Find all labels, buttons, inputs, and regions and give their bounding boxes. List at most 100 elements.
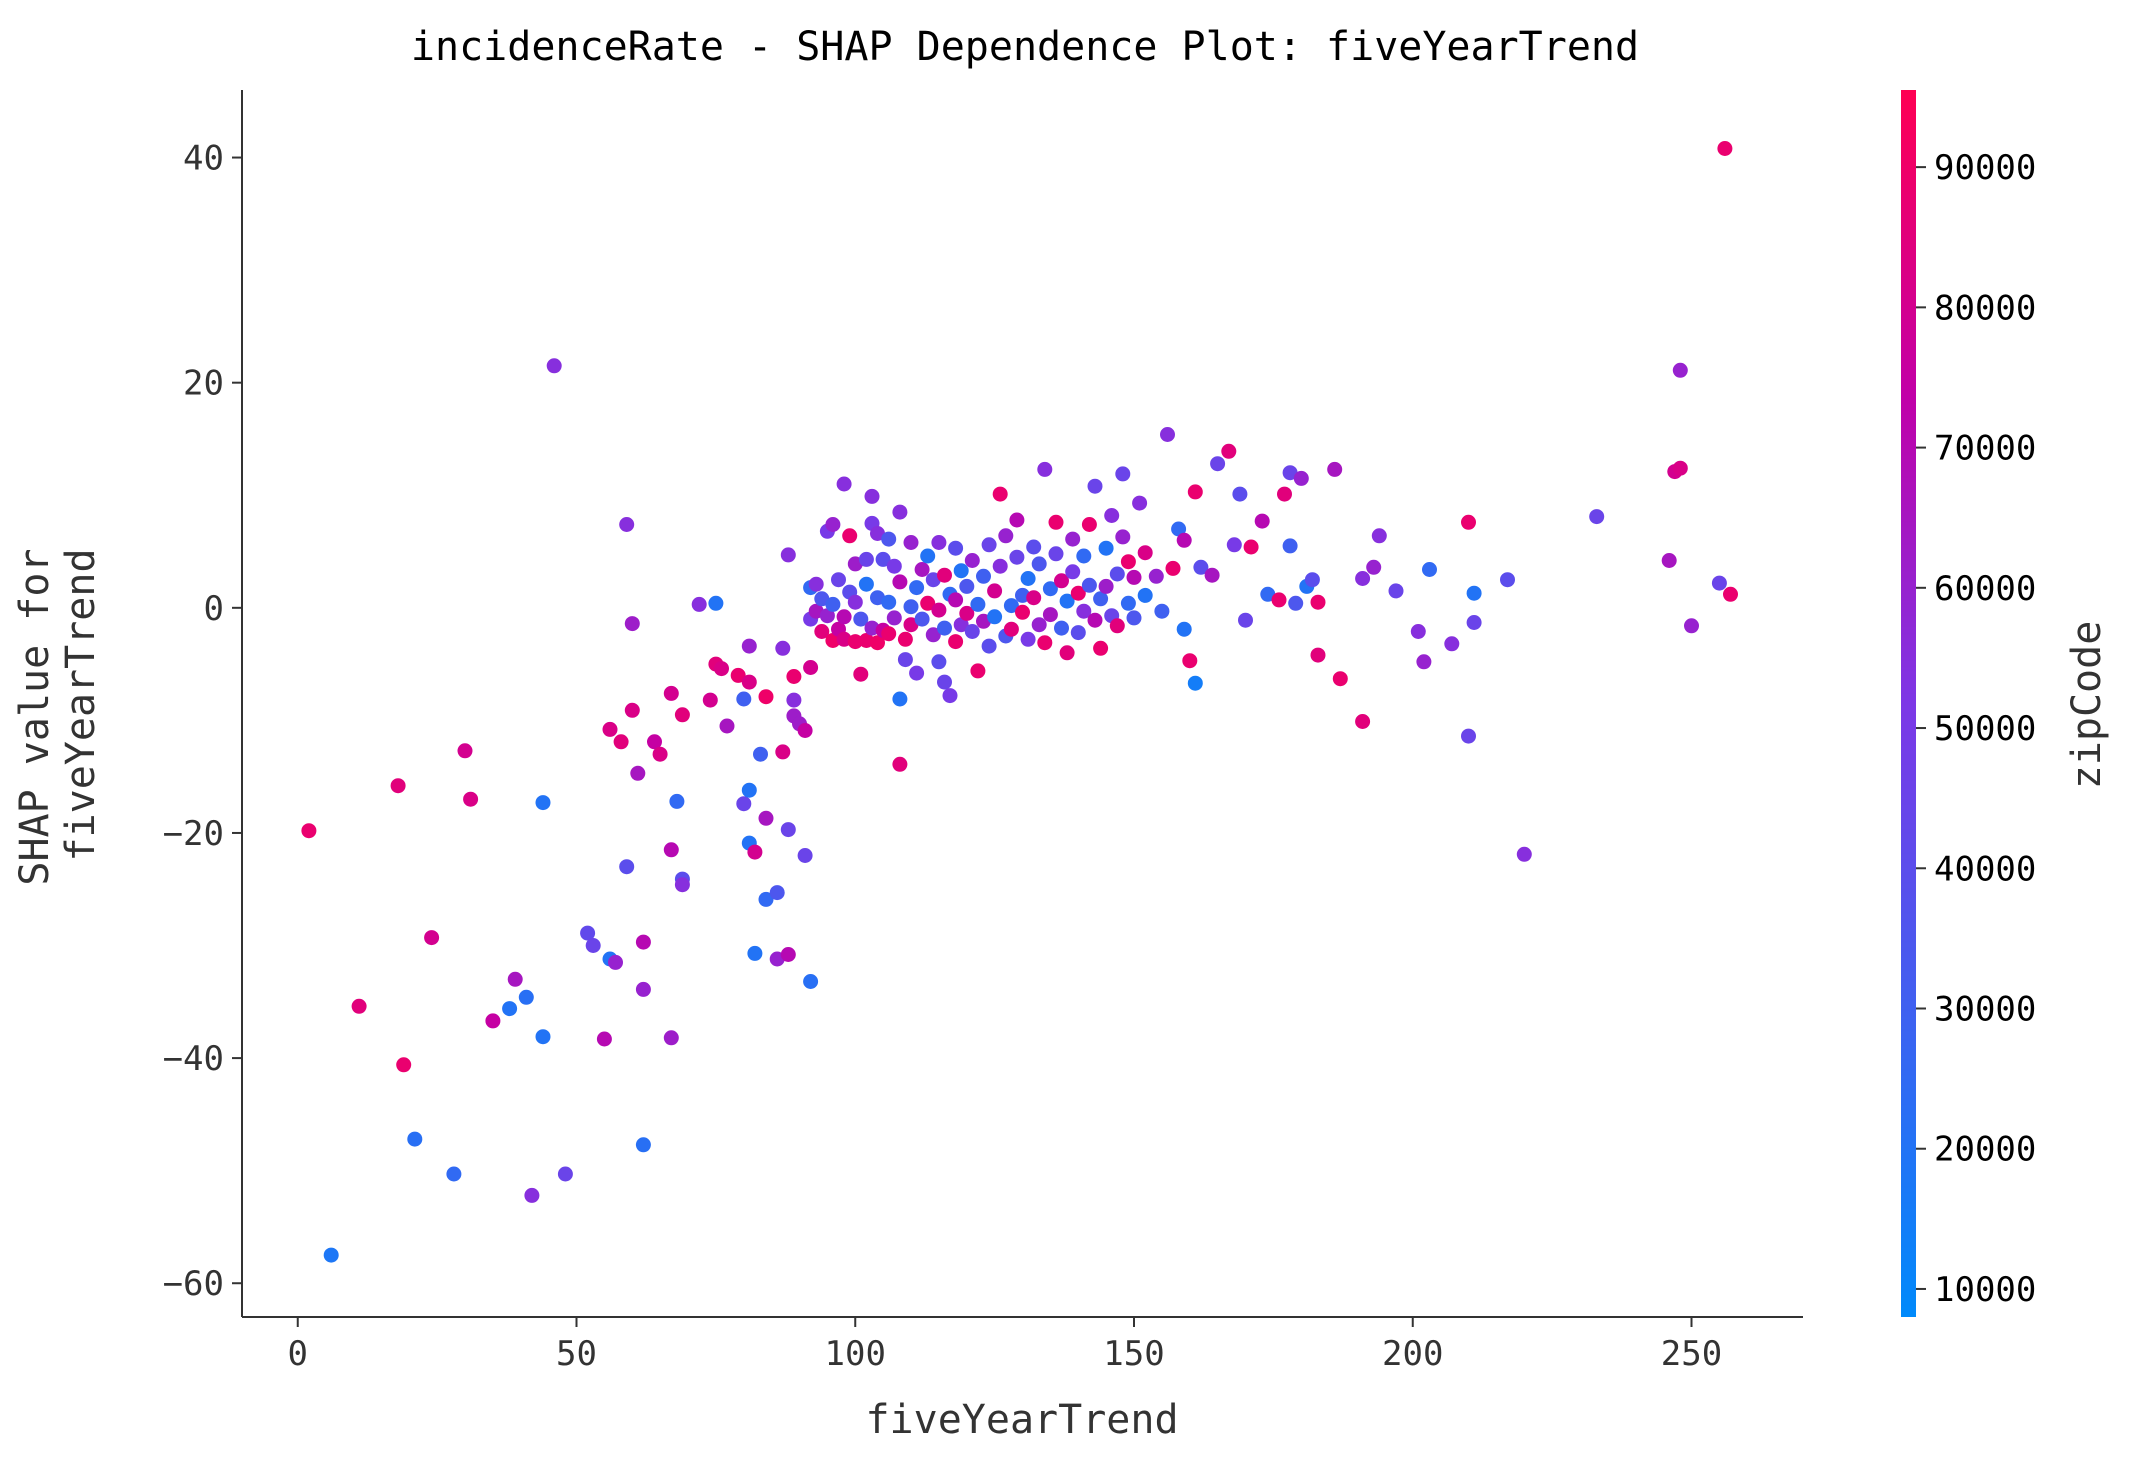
scatter-point bbox=[630, 765, 646, 781]
colorbar-tick-label: 20000 bbox=[1934, 1130, 2036, 1170]
scatter-point bbox=[1076, 603, 1092, 619]
scatter-point bbox=[424, 930, 440, 946]
scatter-point bbox=[758, 810, 774, 826]
scatter-point bbox=[842, 528, 858, 544]
scatter-point bbox=[1098, 540, 1114, 556]
scatter-point bbox=[897, 652, 913, 668]
scatter-point bbox=[1093, 640, 1109, 656]
scatter-point bbox=[953, 563, 969, 579]
scatter-point bbox=[1031, 556, 1047, 572]
scatter-point bbox=[719, 718, 735, 734]
scatter-point bbox=[1160, 427, 1175, 442]
scatter-point bbox=[1087, 478, 1103, 494]
scatter-point bbox=[1187, 675, 1203, 691]
scatter-point bbox=[1355, 714, 1371, 729]
scatter-point bbox=[301, 823, 317, 839]
scatter-point bbox=[1126, 610, 1142, 626]
scatter-point bbox=[1115, 466, 1131, 482]
y-axis-ticks: −60 −40 −20 0 20 40 bbox=[163, 139, 242, 1304]
scatter-point bbox=[1204, 567, 1220, 583]
scatter-point bbox=[1003, 598, 1019, 614]
scatter-point bbox=[1661, 553, 1677, 568]
y-tick-label: −20 bbox=[163, 814, 224, 854]
scatter-point bbox=[1288, 595, 1304, 611]
scatter-point bbox=[1293, 470, 1309, 486]
scatter-point bbox=[1226, 537, 1242, 553]
scatter-point bbox=[1165, 560, 1181, 576]
scatter-point bbox=[1277, 486, 1292, 502]
scatter-point bbox=[1054, 573, 1069, 589]
scatter-point bbox=[535, 795, 551, 811]
scatter-point bbox=[970, 596, 986, 612]
x-tick-label: 100 bbox=[825, 1334, 886, 1374]
scatter-point bbox=[1026, 590, 1042, 606]
scatter-point bbox=[1282, 538, 1298, 554]
scatter-point bbox=[1020, 631, 1036, 647]
scatter-point bbox=[1065, 564, 1081, 580]
colorbar-tick-label: 50000 bbox=[1934, 709, 2036, 749]
colorbar-label: zipCode bbox=[2064, 621, 2110, 790]
scatter-point bbox=[1304, 572, 1320, 588]
scatter-point bbox=[853, 611, 869, 627]
scatter-point bbox=[758, 689, 774, 705]
scatter-point bbox=[881, 531, 897, 547]
x-tick-label: 250 bbox=[1661, 1334, 1722, 1374]
scatter-point bbox=[803, 660, 819, 675]
scatter-point bbox=[1182, 653, 1198, 669]
scatter-point bbox=[1070, 585, 1086, 601]
scatter-point bbox=[1210, 456, 1226, 472]
scatter-point bbox=[808, 576, 824, 592]
scatter-point bbox=[1087, 612, 1103, 628]
scatter-point bbox=[1148, 568, 1164, 584]
scatter-point bbox=[870, 635, 885, 651]
colorbar bbox=[1901, 90, 1916, 1317]
scatter-point bbox=[613, 734, 629, 750]
y-tick-label: 40 bbox=[183, 139, 224, 179]
scatter-point bbox=[858, 576, 874, 592]
scatter-point bbox=[485, 1013, 501, 1029]
scatter-point bbox=[602, 721, 618, 737]
scatter-point bbox=[931, 654, 947, 670]
scatter-point bbox=[892, 504, 908, 520]
scatter-point bbox=[948, 540, 964, 556]
scatter-point bbox=[892, 574, 908, 590]
y-tick-label: −60 bbox=[163, 1264, 224, 1304]
scatter-point bbox=[702, 692, 718, 708]
scatter-point bbox=[457, 743, 473, 759]
scatter-point bbox=[1009, 512, 1025, 528]
scatter-point bbox=[937, 674, 952, 690]
scatter-point bbox=[797, 723, 813, 738]
y-axis-label: SHAP value for fiveYearTrend bbox=[12, 524, 104, 885]
scatter-point bbox=[1672, 460, 1688, 476]
scatter-point bbox=[797, 848, 813, 863]
scatter-point bbox=[775, 640, 791, 656]
scatter-point bbox=[803, 974, 819, 989]
scatter-point bbox=[909, 580, 925, 596]
scatter-point bbox=[1410, 624, 1426, 639]
scatter-point bbox=[1126, 569, 1142, 585]
scatter-point bbox=[691, 596, 707, 612]
scatter-point bbox=[825, 596, 841, 612]
scatter-point bbox=[1371, 528, 1387, 544]
colorbar-tick-label: 70000 bbox=[1934, 429, 2036, 469]
scatter-point bbox=[1589, 509, 1605, 525]
scatter-point bbox=[390, 778, 406, 794]
scatter-point bbox=[714, 661, 729, 677]
chart-title: incidenceRate - SHAP Dependence Plot: fi… bbox=[411, 24, 1639, 70]
scatter-point bbox=[987, 583, 1003, 599]
x-tick-label: 50 bbox=[556, 1334, 597, 1374]
x-tick-label: 0 bbox=[288, 1334, 308, 1374]
x-tick-label: 150 bbox=[1103, 1334, 1164, 1374]
scatter-point bbox=[1466, 615, 1482, 630]
scatter-point bbox=[1672, 362, 1688, 378]
y-axis-label-line-2: fiveYearTrend bbox=[58, 548, 104, 861]
scatter-point bbox=[847, 634, 863, 650]
scatter-point bbox=[546, 358, 562, 374]
scatter-point bbox=[819, 608, 835, 624]
x-tick-label: 200 bbox=[1382, 1334, 1443, 1374]
scatter-point bbox=[635, 934, 651, 950]
scatter-point bbox=[1115, 529, 1131, 545]
scatter-point bbox=[1037, 635, 1053, 651]
scatter-point bbox=[1366, 559, 1382, 575]
scatter-point bbox=[836, 631, 852, 647]
